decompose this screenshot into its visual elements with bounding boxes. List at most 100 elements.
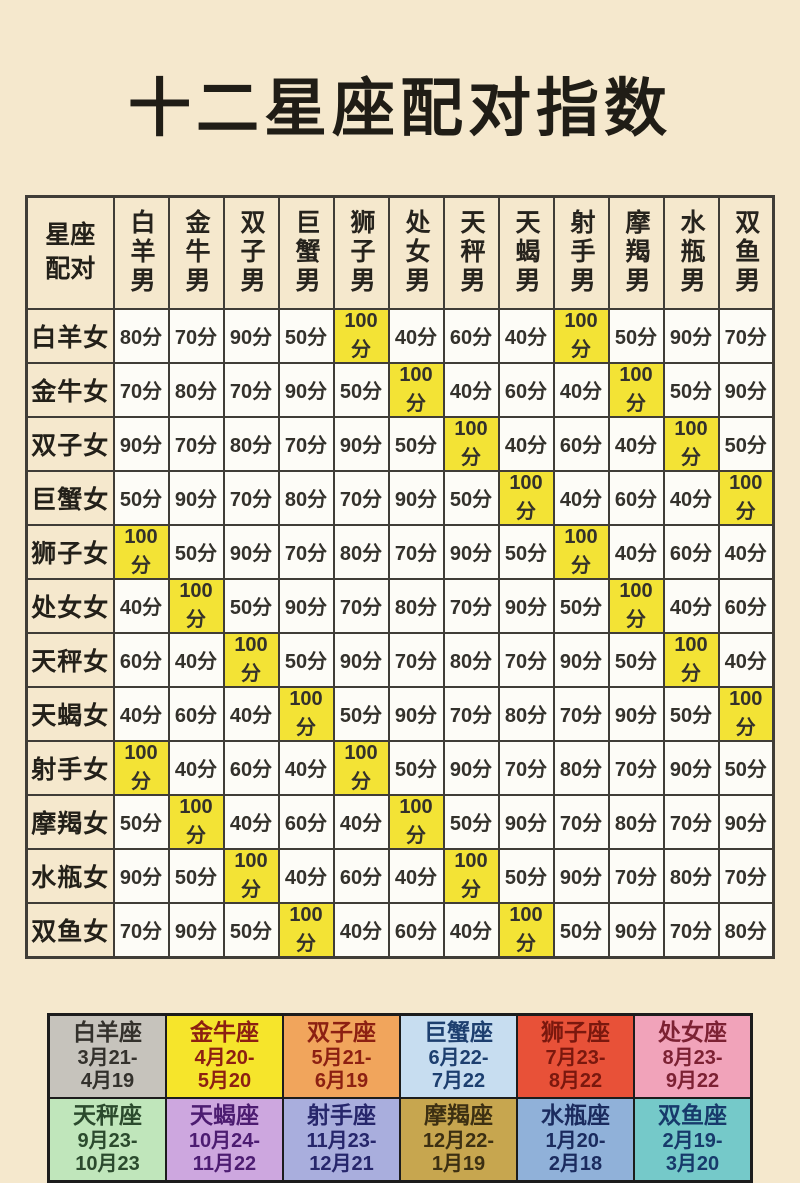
zodiac-dates: 11月23- 12月21 bbox=[306, 1130, 377, 1175]
score-cell: 100分 bbox=[332, 739, 390, 796]
row-label: 白羊女 bbox=[25, 307, 115, 364]
score-cell: 100分 bbox=[497, 901, 555, 958]
score-cell: 40分 bbox=[332, 793, 390, 850]
score-cell: 90分 bbox=[112, 847, 170, 904]
score-cell: 90分 bbox=[497, 793, 555, 850]
score-cell: 60分 bbox=[607, 469, 665, 526]
zodiac-dates: 5月21- 6月19 bbox=[311, 1047, 372, 1092]
score-cell: 70分 bbox=[222, 361, 280, 418]
score-cell: 80分 bbox=[167, 361, 225, 418]
score-cell: 50分 bbox=[387, 739, 445, 796]
zodiac-dates: 7月23- 8月22 bbox=[545, 1047, 606, 1092]
score-cell: 80分 bbox=[222, 415, 280, 472]
zodiac-name: 双鱼座 bbox=[658, 1101, 727, 1128]
score-cell: 100分 bbox=[112, 523, 170, 580]
table-row: 狮子女 100分 50分 90分 70分 80分 70分 90分 50分 100分 40分 60分 40… bbox=[25, 523, 775, 580]
score-cell: 70分 bbox=[552, 685, 610, 742]
score-cell: 60分 bbox=[442, 307, 500, 364]
score-cell: 50分 bbox=[552, 901, 610, 958]
row-label: 处女女 bbox=[25, 577, 115, 634]
score-cell: 90分 bbox=[332, 631, 390, 688]
score-cell: 90分 bbox=[552, 631, 610, 688]
score-cell: 50分 bbox=[662, 685, 720, 742]
score-cell: 90分 bbox=[662, 307, 720, 364]
score-cell: 70分 bbox=[717, 847, 775, 904]
table-row: 金牛女 70分 80分 70分 90分 50分 100分 40分 60分 40分 100分 50分 90… bbox=[25, 361, 775, 418]
table-row: 处女女 40分 100分 50分 90分 70分 80分 70分 90分 50分 100分 40分 60… bbox=[25, 577, 775, 634]
score-cell: 50分 bbox=[607, 631, 665, 688]
score-cell: 50分 bbox=[167, 523, 225, 580]
score-cell: 90分 bbox=[497, 577, 555, 634]
zodiac-date-card: 双鱼座 2月19- 3月20 bbox=[633, 1096, 752, 1182]
score-cell: 100分 bbox=[442, 847, 500, 904]
score-cell: 70分 bbox=[112, 361, 170, 418]
score-cell: 70分 bbox=[607, 739, 665, 796]
score-cell: 60分 bbox=[332, 847, 390, 904]
score-cell: 70分 bbox=[222, 469, 280, 526]
score-cell: 60分 bbox=[387, 901, 445, 958]
score-cell: 70分 bbox=[332, 577, 390, 634]
score-cell: 40分 bbox=[167, 739, 225, 796]
score-cell: 100分 bbox=[662, 631, 720, 688]
zodiac-date-card: 狮子座 7月23- 8月22 bbox=[516, 1013, 635, 1099]
score-cell: 50分 bbox=[497, 847, 555, 904]
column-header: 双子男 bbox=[222, 195, 280, 310]
corner-cell: 星座 配对 bbox=[25, 195, 115, 310]
score-cell: 40分 bbox=[552, 469, 610, 526]
score-cell: 40分 bbox=[222, 793, 280, 850]
score-cell: 70分 bbox=[387, 523, 445, 580]
zodiac-date-card: 金牛座 4月20- 5月20 bbox=[165, 1013, 284, 1099]
zodiac-dates: 12月22- 1月19 bbox=[422, 1130, 495, 1175]
score-cell: 40分 bbox=[607, 523, 665, 580]
score-cell: 40分 bbox=[662, 577, 720, 634]
score-cell: 100分 bbox=[552, 523, 610, 580]
score-cell: 90分 bbox=[662, 739, 720, 796]
row-label: 金牛女 bbox=[25, 361, 115, 418]
score-cell: 40分 bbox=[497, 415, 555, 472]
score-cell: 70分 bbox=[442, 685, 500, 742]
zodiac-date-card: 双子座 5月21- 6月19 bbox=[282, 1013, 401, 1099]
score-cell: 50分 bbox=[552, 577, 610, 634]
zodiac-dates: 10月24- 11月22 bbox=[188, 1130, 261, 1175]
table-row: 白羊女 80分 70分 90分 50分 100分 40分 60分 40分 100分 50分 90分 70… bbox=[25, 307, 775, 364]
table-row: 双子女 90分 70分 80分 70分 90分 50分 100分 40分 60分 40分 100分 50… bbox=[25, 415, 775, 472]
zodiac-dates: 1月20- 2月18 bbox=[545, 1130, 606, 1175]
column-header: 水瓶男 bbox=[662, 195, 720, 310]
score-cell: 90分 bbox=[167, 469, 225, 526]
score-cell: 80分 bbox=[277, 469, 335, 526]
score-cell: 80分 bbox=[332, 523, 390, 580]
score-cell: 60分 bbox=[497, 361, 555, 418]
table-row: 巨蟹女 50分 90分 70分 80分 70分 90分 50分 100分 40分 60分 40分 100… bbox=[25, 469, 775, 526]
score-cell: 50分 bbox=[112, 469, 170, 526]
score-cell: 70分 bbox=[552, 793, 610, 850]
zodiac-date-card: 巨蟹座 6月22- 7月22 bbox=[399, 1013, 518, 1099]
score-cell: 40分 bbox=[222, 685, 280, 742]
score-cell: 100分 bbox=[607, 361, 665, 418]
score-cell: 70分 bbox=[497, 739, 555, 796]
score-cell: 100分 bbox=[167, 577, 225, 634]
score-cell: 50分 bbox=[717, 415, 775, 472]
score-cell: 80分 bbox=[387, 577, 445, 634]
score-cell: 40分 bbox=[717, 523, 775, 580]
score-cell: 40分 bbox=[387, 847, 445, 904]
row-label: 天秤女 bbox=[25, 631, 115, 688]
score-cell: 100分 bbox=[222, 631, 280, 688]
score-cell: 50分 bbox=[277, 307, 335, 364]
score-cell: 40分 bbox=[552, 361, 610, 418]
zodiac-date-card: 天蝎座 10月24- 11月22 bbox=[165, 1096, 284, 1182]
score-cell: 100分 bbox=[112, 739, 170, 796]
score-cell: 80分 bbox=[717, 901, 775, 958]
row-label: 双鱼女 bbox=[25, 901, 115, 958]
zodiac-name: 水瓶座 bbox=[541, 1101, 610, 1128]
score-cell: 50分 bbox=[607, 307, 665, 364]
zodiac-name: 处女座 bbox=[658, 1018, 727, 1045]
score-cell: 90分 bbox=[717, 361, 775, 418]
score-cell: 70分 bbox=[717, 307, 775, 364]
zodiac-date-legend: 白羊座 3月21- 4月19 金牛座 4月20- 5月20 双子座 5月21- 6月19 巨… bbox=[47, 1012, 753, 1183]
zodiac-name: 天蝎座 bbox=[190, 1101, 259, 1128]
zodiac-date-card: 摩羯座 12月22- 1月19 bbox=[399, 1096, 518, 1182]
zodiac-date-card: 白羊座 3月21- 4月19 bbox=[48, 1013, 167, 1099]
score-cell: 90分 bbox=[112, 415, 170, 472]
score-cell: 90分 bbox=[332, 415, 390, 472]
zodiac-name: 白羊座 bbox=[73, 1018, 142, 1045]
